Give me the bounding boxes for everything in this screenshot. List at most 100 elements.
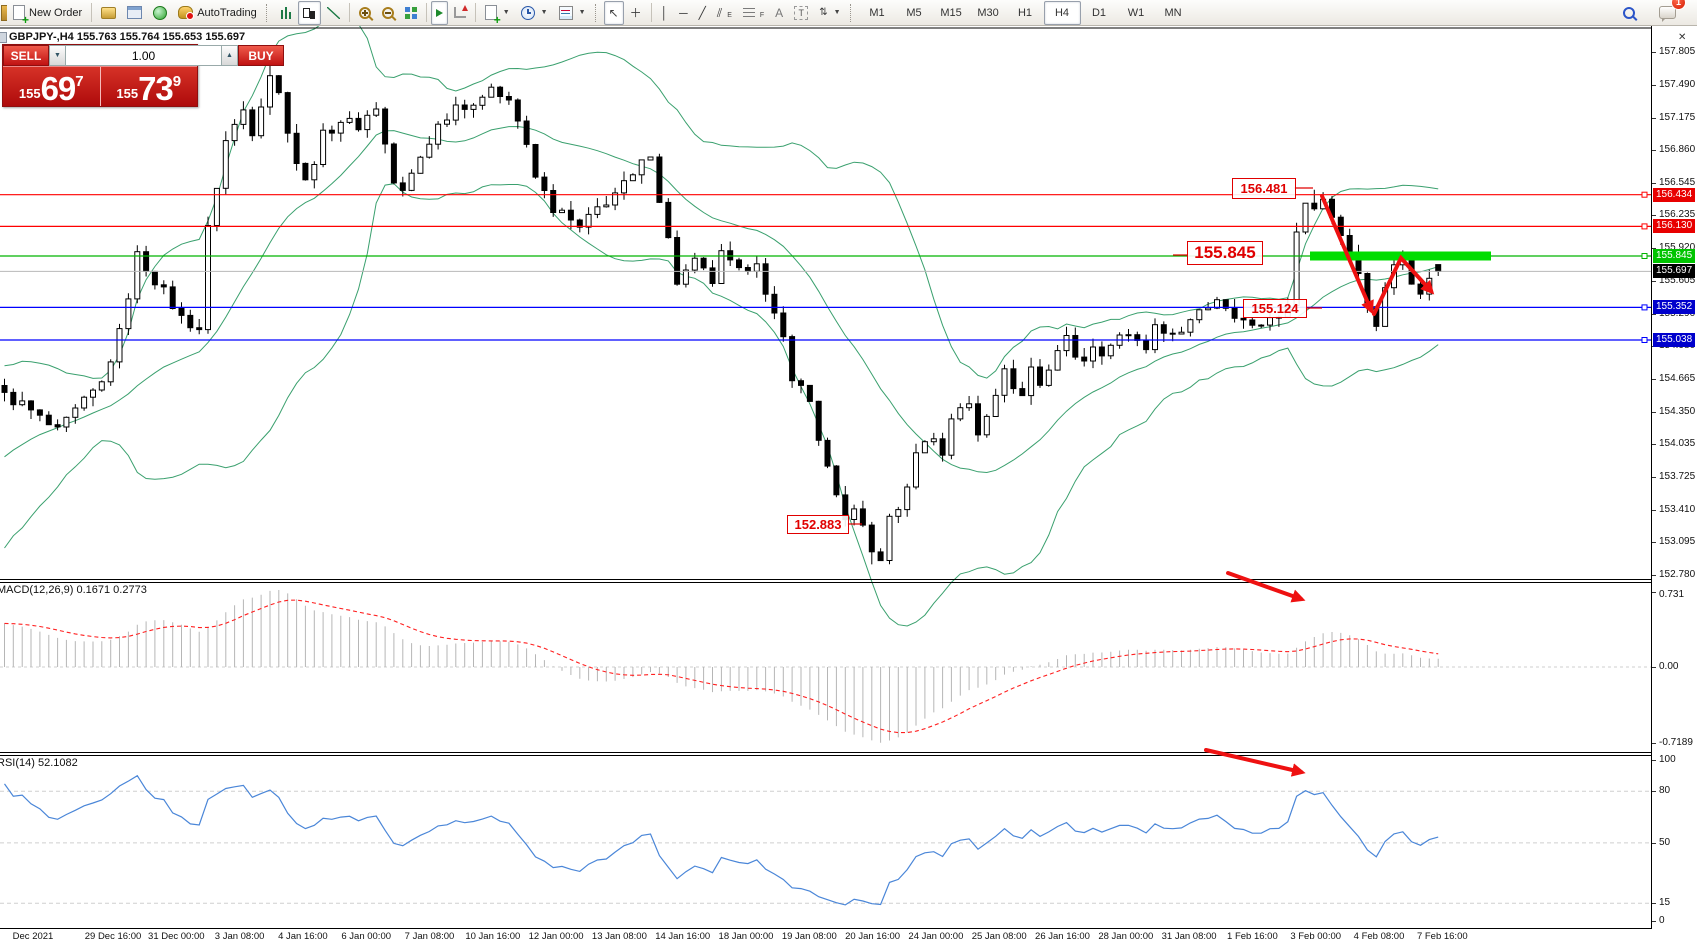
new-order-button[interactable]: New Order [8,1,87,25]
candle-body [320,129,327,165]
toolbar-grip[interactable] [594,3,600,22]
templates-button[interactable]: ▼ [554,1,591,25]
toolbar-grip[interactable] [849,3,855,22]
market-watch-button[interactable] [96,1,121,25]
buy-price-button[interactable]: 155 73 9 [100,67,197,106]
timeframe-mn[interactable]: MN [1164,6,1182,19]
candlestick-chart-button[interactable] [297,0,321,25]
price-label-156481[interactable]: 156.481 [1232,178,1296,199]
candle-body [328,129,335,134]
candle-body [824,439,831,467]
chat-icon [1659,6,1676,22]
date-axis[interactable]: Dec 2021 29 Dec 16:00 31 Dec 00:00 3 Jan 08… [0,929,1697,944]
candle-body [1107,344,1114,357]
equidistant-channel-icon: ⫽ [716,5,723,20]
tile-windows-button[interactable] [400,1,422,25]
price-label-152883[interactable]: 152.883 [787,515,849,534]
candle-body [895,509,902,517]
chart-shift-button[interactable] [449,1,471,25]
chart-canvas[interactable] [0,26,1652,944]
candle-body [1417,283,1424,295]
periods-icon [520,5,535,20]
timeframe-h1[interactable]: H1 [1017,6,1033,19]
timeframe-w1[interactable]: W1 [1127,6,1145,19]
axis-tickmark [1652,183,1656,184]
text-label-button[interactable]: T [789,1,813,25]
crosshair-button[interactable]: ＋ [625,1,647,25]
line-chart-button[interactable] [322,1,345,25]
trend-arrow [1226,571,1306,603]
timeframe-m15[interactable]: M15 [940,6,962,19]
trendline-button[interactable]: ╱ [694,1,711,25]
price-axis[interactable]: 157.805 157.490 157.175 156.860 156.545 156.2… [1651,26,1697,929]
candle-body [638,159,645,176]
crosshair-icon: ＋ [629,5,642,20]
candle-body [143,251,150,272]
equidistant-channel-button[interactable]: ⫽ E [716,5,732,20]
price-badge: 155.697 [1653,264,1696,278]
sounds-button[interactable] [148,1,172,25]
candle-body [709,267,716,284]
date-tick-label: 4 Feb 08:00 [1353,931,1405,942]
notifications-button[interactable]: 1 [1654,0,1686,25]
arrows-button[interactable]: ⇅ ▼ [819,6,841,18]
text-label-icon: T [794,5,809,20]
auto-scroll-button[interactable] [430,0,448,25]
timeframe-m1[interactable]: M1 [869,6,885,19]
candle-body [1187,319,1194,333]
timeframe-m30[interactable]: M30 [977,6,999,19]
sell-button[interactable]: SELL [3,45,49,66]
sell-price-button[interactable]: 155 69 7 [3,67,101,106]
separator [650,3,652,22]
price-label-155124[interactable]: 155.124 [1243,299,1307,318]
price-label-155845[interactable]: 155.845 [1187,241,1263,265]
candle-body [382,108,389,145]
axis-tickmark [1652,52,1656,53]
candle-body [1037,366,1043,386]
cursor-button[interactable]: ↖ [603,0,624,25]
bar-chart-button[interactable] [275,1,297,25]
price-tick-label: 155.605 [1659,275,1696,286]
chart-window: GBPJPY-,H4 155.763 155.764 155.653 155.6… [0,26,1697,944]
volume-up-button[interactable]: ▲ [221,45,238,66]
candle-body [72,407,79,418]
candle-body [81,396,88,409]
buy-button[interactable]: BUY [238,45,284,66]
fibonacci-button[interactable]: F [738,1,769,25]
buy-price-prefix: 155 [116,86,139,101]
timeframe-h4[interactable]: H4 [1043,0,1081,25]
periods-button[interactable]: ▼ [516,1,553,25]
date-tick-label: 20 Jan 16:00 [845,931,901,942]
zoom-out-button[interactable] [377,1,399,25]
candle-body [461,104,468,110]
volume-down-button[interactable]: ▼ [49,45,66,66]
axis-tickmark [1652,444,1656,445]
candle-body [435,123,442,145]
autotrading-button[interactable]: AutoTrading [173,1,262,25]
timeframe-d1[interactable]: D1 [1091,6,1107,19]
candle-body [1222,299,1229,309]
toolbar-grip[interactable] [265,3,271,22]
indicators-button[interactable]: ▼ [480,1,515,25]
zoom-in-button[interactable] [354,1,376,25]
rsi-tick-label: 100 [1659,754,1676,765]
candle-body [939,438,946,456]
volume-input[interactable] [66,45,221,66]
candle-body [780,312,787,338]
trend-arrow [1372,254,1435,316]
horizontal-line-button[interactable]: ─ [674,1,693,25]
data-window-button[interactable] [122,1,147,25]
bollinger-middle-band [4,125,1439,474]
search-button[interactable] [1618,1,1640,25]
candle-body [399,182,406,191]
price-tick-label: 154.035 [1659,438,1696,449]
candle-body [612,192,619,206]
candle-body [736,259,742,269]
chart-close-icon[interactable]: ✕ [1678,32,1687,43]
text-button[interactable]: A [770,1,788,25]
timeframe-m5[interactable]: M5 [906,6,922,19]
vertical-line-button[interactable]: │ [656,1,674,25]
candle-body [1045,369,1052,386]
candle-body [992,394,999,417]
axis-tickmark [1652,118,1656,119]
